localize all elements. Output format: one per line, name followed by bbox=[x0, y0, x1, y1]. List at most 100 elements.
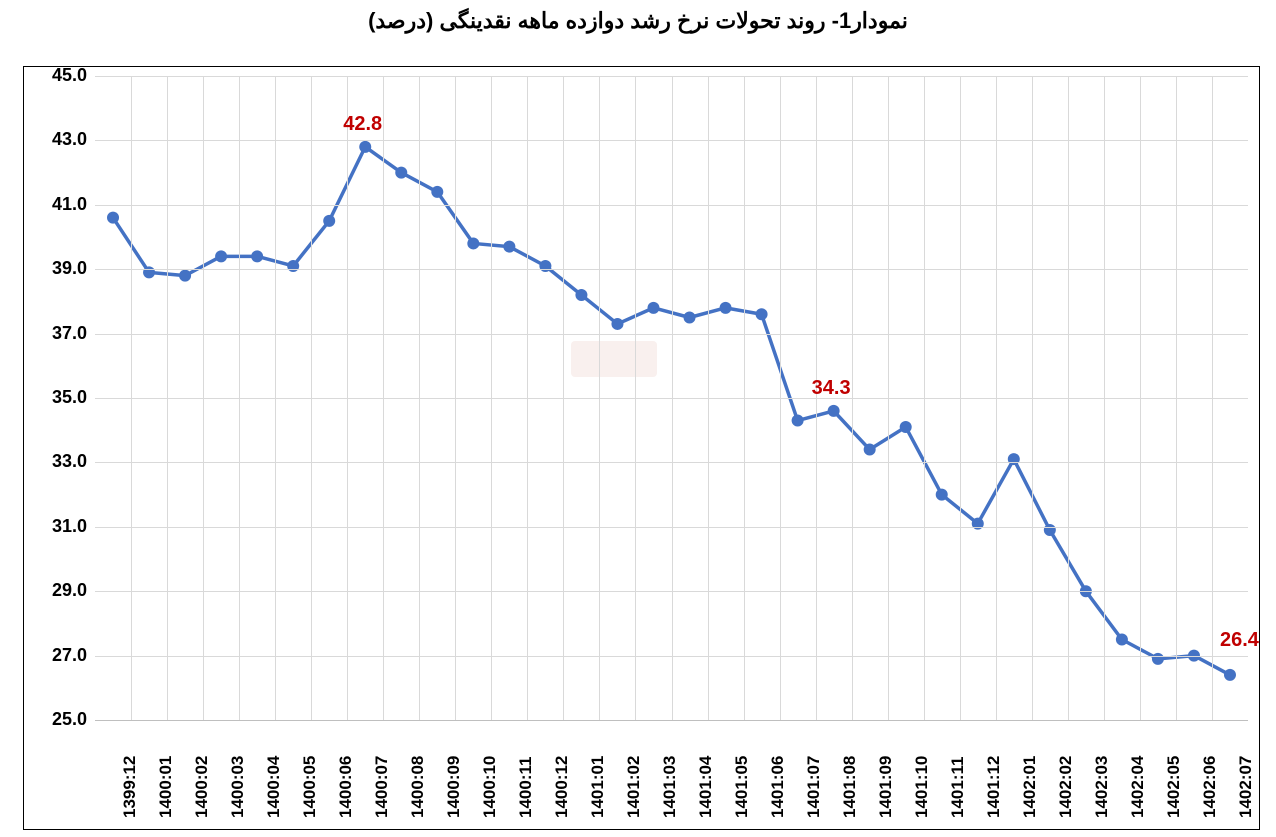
x-tick-label: 1402:04 bbox=[1128, 756, 1148, 818]
x-tick-label: 1401:03 bbox=[660, 756, 680, 818]
series-marker bbox=[1116, 634, 1128, 646]
gridline-v bbox=[744, 76, 745, 720]
x-tick-label: 1401:05 bbox=[732, 756, 752, 818]
series-marker bbox=[575, 289, 587, 301]
gridline-v bbox=[1032, 76, 1033, 720]
gridline-v bbox=[960, 76, 961, 720]
series-marker bbox=[864, 444, 876, 456]
x-tick-label: 1400:01 bbox=[156, 756, 176, 818]
gridline-v bbox=[131, 76, 132, 720]
gridline-v bbox=[1176, 76, 1177, 720]
x-tick-label: 1402:05 bbox=[1164, 756, 1184, 818]
gridline-v bbox=[852, 76, 853, 720]
gridline-v bbox=[599, 76, 600, 720]
gridline-v bbox=[1068, 76, 1069, 720]
gridline-v bbox=[419, 76, 420, 720]
x-tick-label: 1402:01 bbox=[1020, 756, 1040, 818]
y-tick-label: 31.0 bbox=[31, 516, 87, 537]
x-tick-label: 1400:09 bbox=[444, 756, 464, 818]
y-tick-label: 35.0 bbox=[31, 387, 87, 408]
series-marker bbox=[107, 212, 119, 224]
gridline-v bbox=[383, 76, 384, 720]
x-tick-label: 1402:07 bbox=[1236, 756, 1256, 818]
series-marker bbox=[1224, 669, 1236, 681]
gridline-v bbox=[239, 76, 240, 720]
series-marker bbox=[936, 489, 948, 501]
x-tick-label: 1400:11 bbox=[516, 757, 536, 818]
series-marker bbox=[179, 270, 191, 282]
y-tick-label: 39.0 bbox=[31, 258, 87, 279]
x-tick-label: 1401:04 bbox=[696, 756, 716, 818]
data-label: 34.3 bbox=[812, 377, 851, 400]
series-marker bbox=[792, 415, 804, 427]
x-tick-label: 1400:02 bbox=[192, 756, 212, 818]
x-tick-label: 1401:08 bbox=[840, 756, 860, 818]
x-tick-label: 1400:04 bbox=[264, 756, 284, 818]
y-tick-label: 25.0 bbox=[31, 709, 87, 730]
gridline-v bbox=[455, 76, 456, 720]
y-tick-label: 43.0 bbox=[31, 129, 87, 150]
x-tick-label: 1400:03 bbox=[228, 756, 248, 818]
gridline-v bbox=[203, 76, 204, 720]
gridline-v bbox=[780, 76, 781, 720]
x-tick-label: 1400:12 bbox=[552, 756, 572, 818]
series-marker bbox=[503, 241, 515, 253]
y-tick-label: 45.0 bbox=[31, 65, 87, 86]
gridline-v bbox=[888, 76, 889, 720]
series-marker bbox=[828, 405, 840, 417]
series-marker bbox=[467, 237, 479, 249]
gridline-v bbox=[491, 76, 492, 720]
gridline-v bbox=[1212, 76, 1213, 720]
y-tick-label: 41.0 bbox=[31, 194, 87, 215]
axis-baseline bbox=[95, 720, 1248, 721]
gridline-v bbox=[527, 76, 528, 720]
y-tick-label: 27.0 bbox=[31, 645, 87, 666]
series-marker bbox=[684, 312, 696, 324]
gridline-v bbox=[635, 76, 636, 720]
x-tick-label: 1400:06 bbox=[336, 756, 356, 818]
x-tick-label: 1401:06 bbox=[768, 756, 788, 818]
chart-svg bbox=[0, 0, 1276, 837]
x-tick-label: 1401:09 bbox=[876, 756, 896, 818]
series-marker bbox=[395, 167, 407, 179]
series-marker bbox=[323, 215, 335, 227]
x-tick-label: 1400:05 bbox=[300, 756, 320, 818]
x-tick-label: 1401:01 bbox=[588, 756, 608, 818]
series-marker bbox=[900, 421, 912, 433]
series-marker bbox=[756, 308, 768, 320]
gridline-v bbox=[347, 76, 348, 720]
gridline-v bbox=[1140, 76, 1141, 720]
x-tick-label: 1399:12 bbox=[120, 756, 140, 818]
gridline-v bbox=[1104, 76, 1105, 720]
x-tick-label: 1401:11 bbox=[948, 757, 968, 818]
x-tick-label: 1402:03 bbox=[1092, 756, 1112, 818]
y-tick-label: 29.0 bbox=[31, 580, 87, 601]
gridline-v bbox=[167, 76, 168, 720]
gridline-v bbox=[311, 76, 312, 720]
gridline-v bbox=[924, 76, 925, 720]
data-label: 26.4 bbox=[1220, 629, 1259, 652]
gridline-v bbox=[275, 76, 276, 720]
series-marker bbox=[431, 186, 443, 198]
x-tick-label: 1402:06 bbox=[1200, 756, 1220, 818]
series-marker bbox=[647, 302, 659, 314]
gridline-v bbox=[563, 76, 564, 720]
chart-container: نمودار1- روند تحولات نرخ رشد دوازده ماهه… bbox=[0, 0, 1276, 837]
gridline-v bbox=[672, 76, 673, 720]
x-tick-label: 1401:07 bbox=[804, 756, 824, 818]
data-label: 42.8 bbox=[343, 113, 382, 136]
series-marker bbox=[611, 318, 623, 330]
gridline-v bbox=[708, 76, 709, 720]
x-tick-label: 1400:07 bbox=[372, 756, 392, 818]
x-tick-label: 1400:08 bbox=[408, 756, 428, 818]
x-tick-label: 1402:02 bbox=[1056, 756, 1076, 818]
series-marker bbox=[720, 302, 732, 314]
x-tick-label: 1401:12 bbox=[984, 756, 1004, 818]
x-tick-label: 1401:02 bbox=[624, 756, 644, 818]
series-marker bbox=[251, 250, 263, 262]
series-marker bbox=[359, 141, 371, 153]
x-tick-label: 1400:10 bbox=[480, 756, 500, 818]
gridline-v bbox=[996, 76, 997, 720]
y-tick-label: 33.0 bbox=[31, 451, 87, 472]
y-tick-label: 37.0 bbox=[31, 323, 87, 344]
